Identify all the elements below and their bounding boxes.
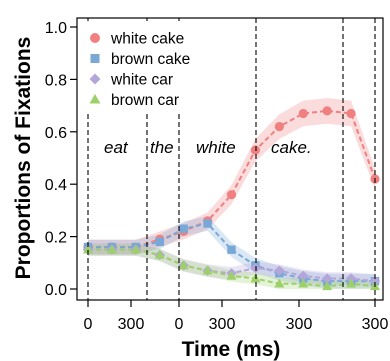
- series-markers: [82, 106, 381, 291]
- marker-white-car: [298, 270, 309, 282]
- marker-white-car: [321, 273, 333, 284]
- y-tick-label: 0.8: [45, 72, 67, 89]
- word-labels: eat the white cake.: [104, 138, 312, 157]
- x-tick-label: 0: [175, 316, 184, 333]
- y-tick-label: 0.2: [45, 230, 67, 247]
- line-white-cake: [88, 109, 376, 249]
- legend-marker: [90, 33, 100, 43]
- marker-brown-car: [106, 244, 117, 254]
- legend-label: brown car: [111, 92, 179, 109]
- x-axis: 0 300 0 300 300 300: [84, 300, 389, 333]
- legend-label: white cake: [110, 31, 184, 48]
- marker-brown-car: [322, 281, 333, 291]
- x-tick-label: 300: [362, 316, 389, 333]
- band-white-cake: [88, 97, 375, 255]
- marker-brown-cake: [203, 219, 212, 228]
- y-tick-label: 0.6: [45, 125, 67, 142]
- marker-white-cake: [226, 190, 237, 200]
- marker-white-car: [274, 265, 285, 276]
- marker-brown-car: [202, 265, 213, 275]
- marker-white-car: [250, 262, 261, 274]
- y-tick-label: 1.0: [45, 20, 67, 37]
- legend-marker: [90, 54, 100, 63]
- legend-label: white car: [110, 72, 173, 89]
- x-tick-label: 0: [84, 316, 93, 333]
- marker-white-cake: [322, 106, 332, 116]
- marker-brown-car: [83, 244, 93, 254]
- plot-frame: [76, 17, 384, 301]
- marker-brown-car: [298, 278, 309, 288]
- y-tick-label: 0.4: [45, 177, 67, 194]
- marker-white-cake: [346, 108, 356, 119]
- marker-brown-cake: [179, 224, 188, 233]
- legend-box: [79, 21, 225, 112]
- x-tick-label: 300: [118, 316, 145, 333]
- marker-white-car: [369, 275, 381, 287]
- word-onset-dividers: [87, 18, 376, 300]
- marker-brown-car: [178, 260, 189, 270]
- y-axis-title: Proportions of Fixations: [12, 37, 35, 280]
- marker-brown-car: [250, 273, 261, 283]
- marker-brown-car: [346, 278, 357, 288]
- marker-brown-car: [130, 244, 141, 254]
- marker-brown-car: [154, 249, 165, 259]
- y-axis: 0.0 0.2 0.4 0.6 0.8 1.0: [45, 20, 77, 299]
- marker-brown-car: [274, 278, 285, 288]
- x-axis-title: Time (ms): [182, 338, 281, 361]
- marker-white-car: [345, 273, 357, 284]
- legend-label: brown cake: [111, 51, 190, 68]
- legend-marker: [89, 94, 101, 104]
- word-label: cake.: [271, 138, 312, 157]
- x-tick-label: 300: [286, 316, 313, 333]
- word-label: eat: [104, 138, 129, 157]
- marker-white-cake: [250, 145, 261, 155]
- word-label: white: [196, 138, 236, 157]
- y-tick-label: 0.0: [45, 282, 67, 299]
- marker-brown-cake: [155, 237, 164, 247]
- marker-brown-car: [226, 270, 237, 280]
- marker-white-cake: [274, 121, 284, 132]
- x-tick-label: 300: [209, 316, 236, 333]
- legend: white cake brown cake white car brown car: [79, 21, 225, 112]
- legend-marker: [89, 73, 101, 85]
- word-label: the: [150, 138, 174, 157]
- marker-brown-cake: [227, 245, 236, 254]
- marker-white-cake: [298, 108, 308, 119]
